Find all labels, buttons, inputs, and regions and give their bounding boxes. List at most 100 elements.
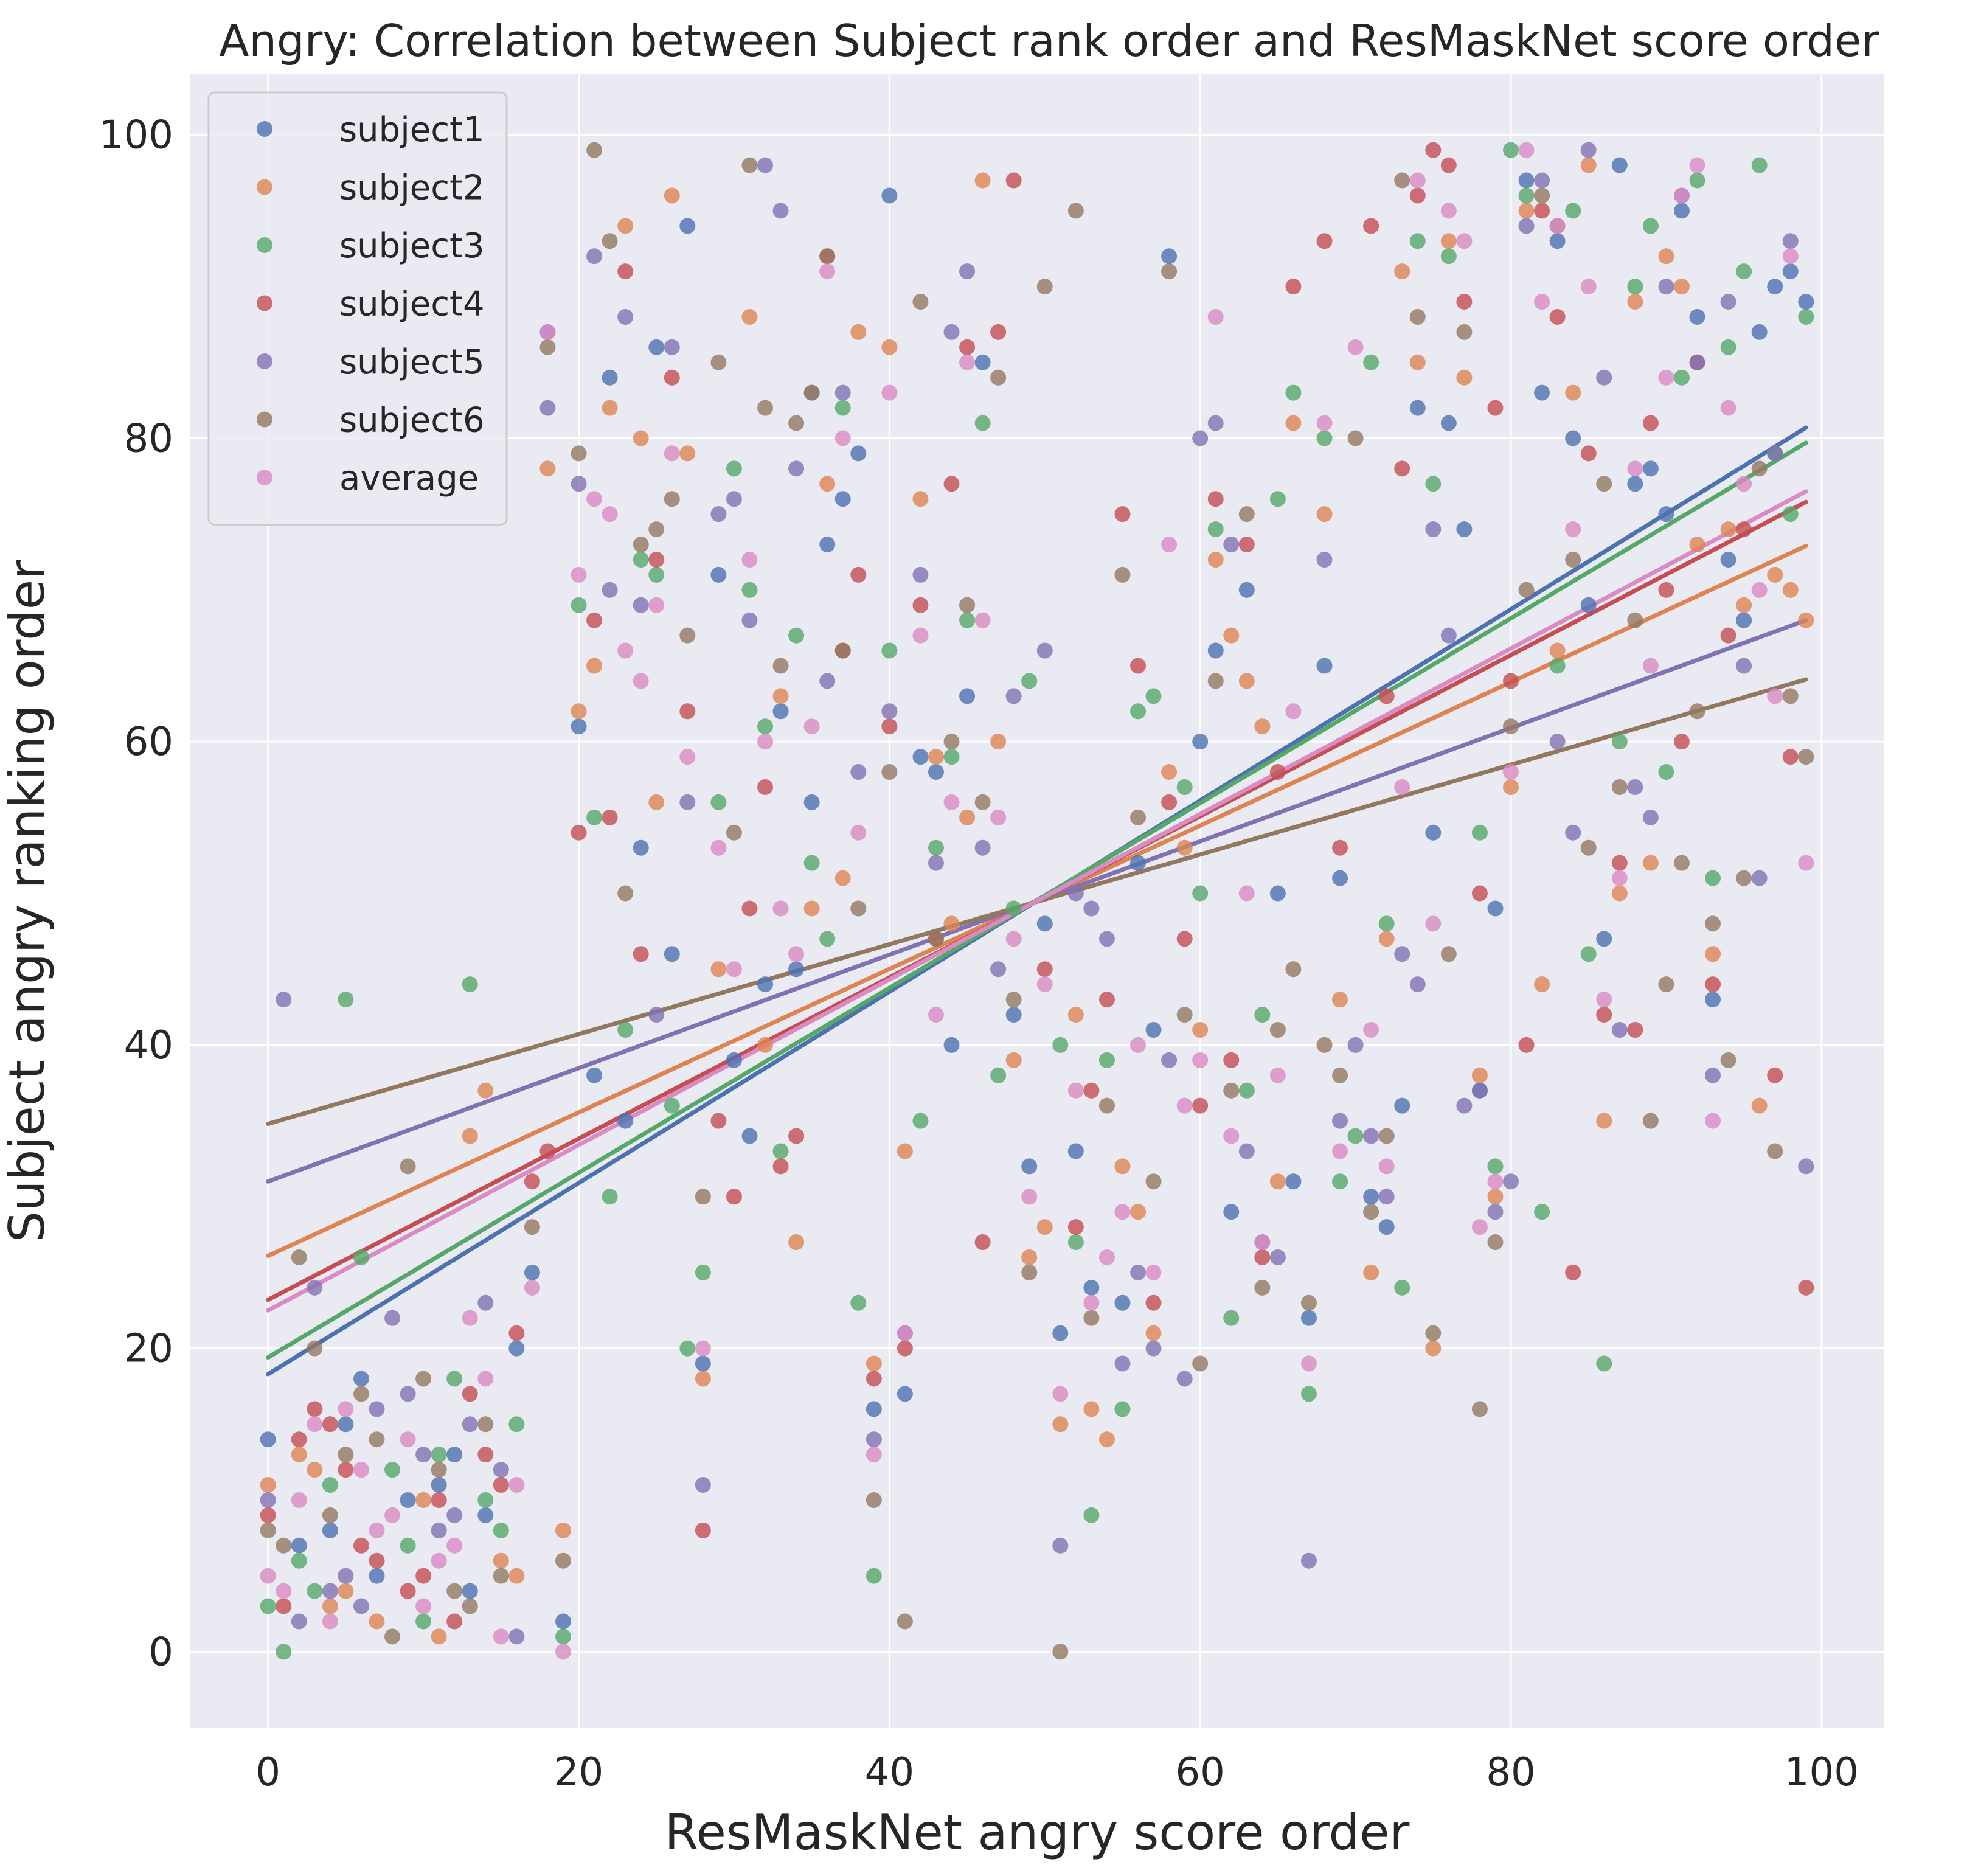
subject2-point bbox=[1565, 384, 1581, 401]
subject2-point bbox=[539, 460, 556, 477]
subject4-point bbox=[1782, 749, 1799, 765]
x-tick-label: 0 bbox=[255, 1750, 280, 1795]
subject6-legend-marker bbox=[257, 411, 272, 428]
subject4-point bbox=[1363, 218, 1379, 234]
subject6-point bbox=[1300, 1294, 1317, 1311]
subject2-point bbox=[307, 1462, 323, 1478]
subject4-point bbox=[446, 1613, 463, 1630]
subject3-point bbox=[446, 1371, 463, 1387]
subject4-point bbox=[353, 1537, 369, 1554]
average-point bbox=[1503, 764, 1519, 780]
subject4-point bbox=[1067, 1219, 1084, 1235]
subject4-point bbox=[415, 1568, 432, 1584]
subject1-point bbox=[524, 1264, 540, 1280]
subject6-point bbox=[943, 734, 960, 750]
subject1-point bbox=[260, 1431, 276, 1448]
subject5-point bbox=[400, 1386, 416, 1402]
subject3-point bbox=[974, 415, 991, 431]
subject3-point bbox=[1782, 506, 1799, 523]
subject6-point bbox=[679, 627, 696, 644]
average-point bbox=[1456, 233, 1473, 249]
subject3-point bbox=[1067, 1234, 1084, 1251]
subject2-point bbox=[1658, 248, 1674, 265]
average-point bbox=[1534, 294, 1550, 310]
average-point bbox=[1378, 1158, 1395, 1175]
subject5-point bbox=[1627, 779, 1643, 795]
subject4-point bbox=[1223, 1052, 1240, 1068]
subject5-point bbox=[1549, 734, 1566, 750]
subject6-point bbox=[648, 521, 665, 538]
subject4-point bbox=[1720, 627, 1736, 644]
average-point bbox=[664, 445, 680, 462]
subject3-point bbox=[1130, 703, 1147, 720]
subject1-point bbox=[1223, 1204, 1240, 1220]
subject1-point bbox=[1580, 597, 1597, 613]
subject5-point bbox=[633, 597, 649, 613]
subject2-point bbox=[710, 961, 727, 978]
average-point bbox=[1580, 279, 1597, 295]
subject5-point bbox=[1067, 885, 1084, 902]
subject4-point bbox=[1534, 203, 1550, 219]
subject3-point bbox=[1114, 1401, 1131, 1417]
subject4-point bbox=[772, 1158, 789, 1175]
subject6-point bbox=[1456, 324, 1473, 340]
subject3-point bbox=[1736, 263, 1752, 280]
subject3-point bbox=[1254, 1007, 1271, 1023]
subject4-point bbox=[1098, 992, 1115, 1008]
average-point bbox=[1098, 1249, 1115, 1265]
subject2-point bbox=[602, 400, 618, 416]
subject6-point bbox=[974, 794, 991, 810]
subject5-point bbox=[1736, 658, 1752, 674]
subject4-point bbox=[741, 900, 758, 917]
average-point bbox=[1347, 339, 1364, 355]
subject6-point bbox=[1642, 1113, 1659, 1129]
subject6-point bbox=[1580, 839, 1597, 856]
subject3-point bbox=[912, 1113, 929, 1129]
subject4-point bbox=[1161, 794, 1178, 810]
average-point bbox=[462, 1310, 478, 1326]
subject2-point bbox=[1627, 294, 1643, 310]
subject1-point bbox=[1565, 430, 1581, 446]
subject4-point bbox=[307, 1401, 323, 1417]
subject2-point bbox=[1394, 263, 1410, 280]
subject3-point bbox=[353, 1249, 369, 1265]
average-point bbox=[974, 612, 991, 628]
subject6-point bbox=[1378, 1128, 1395, 1144]
subject1-point bbox=[912, 749, 929, 765]
subject3-point bbox=[307, 1583, 323, 1599]
subject2-point bbox=[1192, 1021, 1209, 1038]
subject6-point bbox=[1269, 1021, 1286, 1038]
subject3-point bbox=[866, 1568, 882, 1584]
subject6-point bbox=[1596, 476, 1612, 492]
subject3-point bbox=[1534, 1204, 1550, 1220]
subject3-point bbox=[1409, 233, 1426, 249]
average-point bbox=[881, 384, 898, 401]
average-point bbox=[322, 1613, 338, 1630]
average-point bbox=[1409, 172, 1426, 189]
subject5-point bbox=[819, 673, 836, 689]
subject4-point bbox=[586, 612, 603, 628]
subject2-point bbox=[1456, 369, 1473, 386]
subject2-point bbox=[555, 1522, 571, 1538]
subject4-point bbox=[1036, 961, 1053, 978]
subject2-point bbox=[369, 1613, 385, 1630]
average-point bbox=[1720, 400, 1736, 416]
subject6-point bbox=[959, 597, 976, 613]
average-point bbox=[338, 1401, 354, 1417]
subject5-point bbox=[1145, 1340, 1162, 1357]
subject4-point bbox=[477, 1447, 494, 1463]
subject4-point bbox=[679, 703, 696, 720]
average-point bbox=[1130, 1037, 1147, 1053]
subject5-point bbox=[1798, 1158, 1814, 1175]
subject6-point bbox=[1705, 915, 1721, 932]
average-point bbox=[928, 1007, 944, 1023]
subject3-point bbox=[1627, 279, 1643, 295]
average-point bbox=[1596, 992, 1612, 1008]
average-point bbox=[1673, 187, 1690, 204]
subject6-point bbox=[710, 354, 727, 370]
subject1-point bbox=[1720, 551, 1736, 568]
average-point bbox=[1565, 521, 1581, 538]
subject5-point bbox=[1363, 1128, 1379, 1144]
average-point bbox=[1005, 931, 1022, 947]
subject1-point bbox=[322, 1522, 338, 1538]
